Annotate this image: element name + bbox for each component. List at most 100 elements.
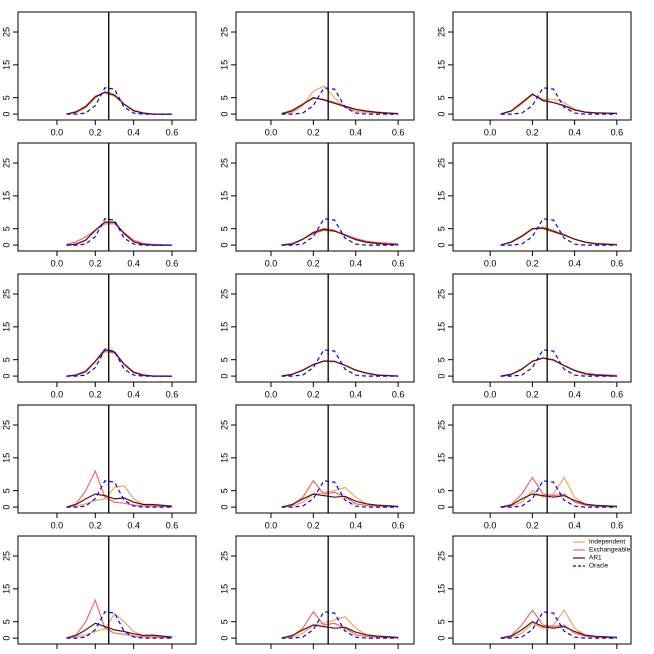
y-tick-label: 0	[436, 243, 446, 248]
x-tick-label: 0.4	[127, 127, 140, 137]
density-line	[66, 91, 172, 115]
density-line	[281, 360, 399, 377]
legend-label: Oracle	[589, 563, 609, 570]
density-line	[66, 469, 173, 508]
y-tick-label: 15	[219, 453, 229, 463]
density-line	[500, 476, 617, 508]
y-tick-label: 15	[1, 60, 11, 70]
y-tick-label: 15	[436, 322, 446, 332]
density-line	[500, 349, 617, 377]
y-tick-label: 15	[219, 191, 229, 201]
x-tick-label: 0.6	[166, 258, 179, 268]
density-line	[500, 93, 617, 115]
density-line	[66, 349, 172, 377]
density-line	[281, 611, 399, 639]
density-line	[66, 622, 173, 639]
x-tick-label: 0.4	[568, 520, 581, 530]
density-line	[281, 87, 399, 115]
density-line	[66, 598, 173, 639]
y-tick-label: 25	[1, 551, 11, 561]
density-line	[500, 357, 617, 377]
plot-frame	[452, 11, 632, 121]
y-tick-label: 25	[219, 551, 229, 561]
y-tick-label: 0	[219, 505, 229, 510]
y-tick-label: 5	[436, 357, 446, 362]
plot-frame	[452, 535, 632, 645]
density-line	[66, 92, 172, 115]
density-line	[281, 480, 399, 508]
plot-frame	[17, 404, 197, 514]
x-tick-label: 0.2	[89, 258, 102, 268]
x-tick-label: 0.6	[611, 520, 624, 530]
density-line	[500, 611, 617, 639]
y-tick-label: 0	[1, 374, 11, 379]
x-tick-label: 0.6	[392, 258, 405, 268]
y-tick-label: 25	[436, 158, 446, 168]
x-tick-label: 0.6	[611, 258, 624, 268]
x-tick-label: 0.0	[51, 520, 64, 530]
density-line	[500, 227, 617, 246]
x-tick-label: 0.0	[265, 127, 278, 137]
x-tick-label: 0.0	[484, 520, 497, 530]
y-tick-label: 5	[219, 95, 229, 100]
y-tick-label: 15	[219, 60, 229, 70]
plot-frame	[452, 404, 632, 514]
density-line	[66, 480, 172, 508]
density-line	[66, 349, 172, 377]
density-line	[281, 85, 399, 115]
x-tick-label: 0.0	[265, 520, 278, 530]
plot-frame	[235, 273, 415, 383]
y-tick-label: 5	[1, 488, 11, 493]
y-tick-label: 5	[1, 226, 11, 231]
y-tick-label: 25	[436, 420, 446, 430]
y-tick-label: 15	[436, 60, 446, 70]
y-tick-label: 25	[1, 289, 11, 299]
x-tick-label: 0.4	[349, 258, 362, 268]
x-tick-label: 0.2	[307, 127, 320, 137]
legend-label: AR1	[589, 555, 602, 562]
y-tick-label: 5	[1, 619, 11, 624]
y-tick-label: 5	[436, 95, 446, 100]
density-line	[281, 479, 399, 508]
x-tick-label: 0.0	[265, 389, 278, 399]
y-tick-label: 15	[436, 191, 446, 201]
y-tick-label: 5	[436, 619, 446, 624]
x-tick-label: 0.0	[484, 127, 497, 137]
x-tick-label: 0.2	[307, 389, 320, 399]
density-line	[66, 493, 173, 508]
y-tick-label: 15	[436, 584, 446, 594]
x-tick-label: 0.2	[89, 389, 102, 399]
density-line	[500, 480, 617, 508]
density-line	[500, 357, 617, 377]
x-tick-label: 0.0	[484, 389, 497, 399]
y-tick-label: 15	[1, 191, 11, 201]
y-tick-label: 0	[219, 374, 229, 379]
y-tick-label: 0	[436, 112, 446, 117]
y-tick-label: 5	[219, 488, 229, 493]
x-tick-label: 0.4	[127, 520, 140, 530]
x-tick-label: 0.2	[307, 258, 320, 268]
density-line	[66, 87, 172, 115]
y-tick-label: 5	[1, 357, 11, 362]
density-line	[500, 87, 617, 115]
x-tick-label: 0.4	[568, 127, 581, 137]
density-line	[500, 228, 617, 246]
x-tick-label: 0.2	[526, 127, 539, 137]
y-tick-label: 0	[219, 112, 229, 117]
plot-frame	[17, 142, 197, 252]
y-tick-label: 5	[1, 95, 11, 100]
x-tick-label: 0.0	[51, 258, 64, 268]
y-tick-label: 5	[436, 488, 446, 493]
y-tick-label: 5	[219, 357, 229, 362]
x-tick-label: 0.2	[526, 258, 539, 268]
density-line	[500, 493, 617, 508]
plot-frame	[452, 142, 632, 252]
plot-frame	[235, 535, 415, 645]
y-tick-label: 0	[436, 636, 446, 641]
y-tick-label: 15	[1, 584, 11, 594]
x-tick-label: 0.4	[349, 127, 362, 137]
y-tick-label: 0	[436, 374, 446, 379]
density-line	[500, 226, 617, 246]
x-tick-label: 0.4	[568, 389, 581, 399]
y-tick-label: 25	[219, 289, 229, 299]
